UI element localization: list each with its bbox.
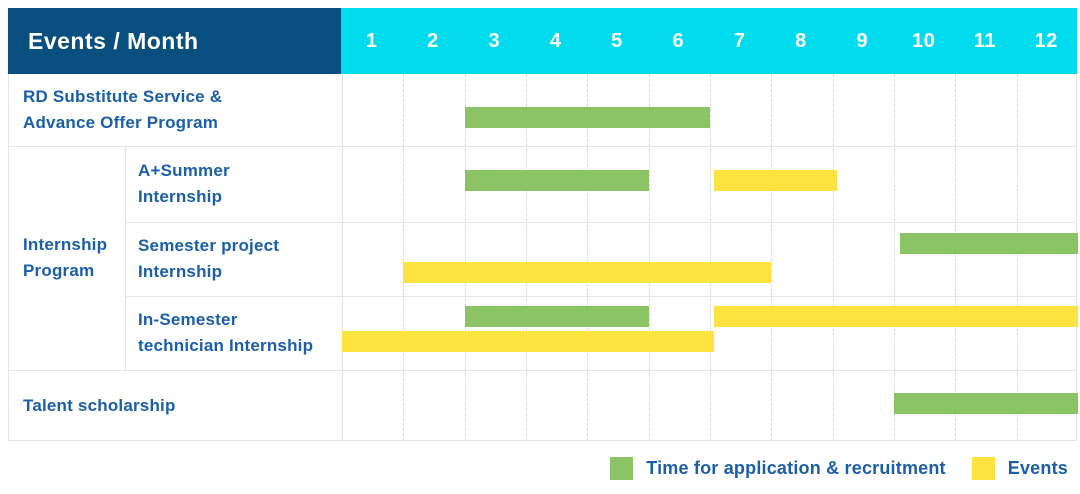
month-header-7: 7	[733, 29, 746, 52]
legend-item-events: Events	[971, 457, 1068, 480]
months-header: 1 2 3 4 5 6 7 8 9 10 11 12	[341, 8, 1077, 74]
internship-program-label-line: Internship	[23, 235, 108, 254]
month-gridline-8	[833, 74, 834, 441]
semester-project-internship-application-bar-0	[900, 233, 1078, 254]
month-gridline-7	[771, 74, 772, 441]
legend-item-application: Time for application & recruitment	[610, 457, 946, 480]
a-summer-internship-label-line: Internship	[138, 187, 223, 206]
internship-program-label: Internship Program	[9, 146, 125, 370]
semester-project-internship-label-line: Semester project	[138, 236, 280, 255]
month-gridline-3	[526, 74, 527, 441]
month-header-6: 6	[672, 29, 685, 52]
application-color-swatch	[610, 457, 634, 480]
row-border-3	[9, 370, 1076, 371]
gantt-table: Events / Month 1 2 3 4 5 6 7 8 9 10 11 12 RD Substi…	[8, 8, 1078, 441]
month-gridline-11	[1017, 74, 1018, 441]
a-summer-internship-label: A+Summer Internship	[125, 146, 342, 222]
row-border-0	[9, 146, 1076, 147]
internship-program-label-line: Program	[23, 261, 95, 280]
talent-scholarship-label: Talent scholarship	[9, 370, 342, 441]
month-gridline-2	[465, 74, 466, 441]
in-semester-technician-internship-label-line: In-Semester	[138, 310, 238, 329]
rd-substitute-label: RD Substitute Service & Advance Offer Pro…	[9, 74, 342, 146]
a-summer-internship-event-bar-1	[714, 170, 837, 191]
month-header-12: 12	[1034, 29, 1058, 52]
month-gridline-10	[955, 74, 956, 441]
in-semester-technician-internship-application-bar-0	[464, 306, 649, 327]
corner-header-label: Events / Month	[28, 27, 199, 54]
month-gridline-4	[587, 74, 588, 441]
semester-project-internship-label-line: Internship	[138, 262, 223, 281]
in-semester-technician-internship-event-bar-1	[714, 306, 1078, 327]
month-header-11: 11	[973, 29, 997, 52]
row-border-2	[125, 296, 1076, 297]
legend: Time for application & recruitment Event…	[610, 457, 1068, 480]
a-summer-internship-label-line: A+Summer	[138, 161, 230, 180]
month-gridline-6	[710, 74, 711, 441]
month-header-4: 4	[549, 29, 562, 52]
in-semester-technician-internship-event-bar-2	[342, 331, 715, 352]
month-header-8: 8	[795, 29, 807, 52]
header-row: Events / Month 1 2 3 4 5 6 7 8 9 10 11 12	[8, 8, 1077, 74]
rd-substitute-label-line: Advance Offer Program	[23, 113, 219, 132]
row-border-1	[125, 222, 1076, 223]
corner-header-cell: Events / Month	[8, 8, 341, 74]
in-semester-technician-internship-label-line: technician Internship	[138, 336, 314, 355]
legend-label-application: Time for application & recruitment	[646, 458, 946, 478]
month-header-1: 1	[365, 29, 378, 52]
month-gridline-1	[403, 74, 404, 441]
talent-scholarship-application-bar-0	[894, 393, 1078, 414]
a-summer-internship-application-bar-0	[464, 170, 649, 191]
month-header-3: 3	[488, 29, 501, 52]
month-header-10: 10	[911, 29, 936, 52]
talent-scholarship-label-line: Talent scholarship	[23, 395, 176, 415]
month-header-9: 9	[856, 29, 869, 52]
rd-substitute-label-line: RD Substitute Service &	[23, 87, 223, 106]
semester-project-internship-event-bar-1	[403, 262, 772, 283]
month-header-2: 2	[427, 29, 439, 52]
month-gridline-9	[894, 74, 895, 441]
label-grid-divider-line	[342, 74, 343, 441]
group-divider-line	[125, 146, 126, 370]
month-gridline-5	[649, 74, 650, 441]
legend-label-events: Events	[1007, 458, 1068, 478]
gantt-body: RD Substitute Service & Advance Offer Pro…	[8, 74, 1078, 441]
event-color-swatch	[971, 457, 995, 480]
rd-substitute-application-bar-0	[464, 107, 710, 128]
semester-project-internship-label: Semester project Internship	[125, 222, 342, 296]
in-semester-technician-internship-label: In-Semester technician Internship	[125, 296, 342, 370]
month-header-5: 5	[611, 29, 623, 52]
